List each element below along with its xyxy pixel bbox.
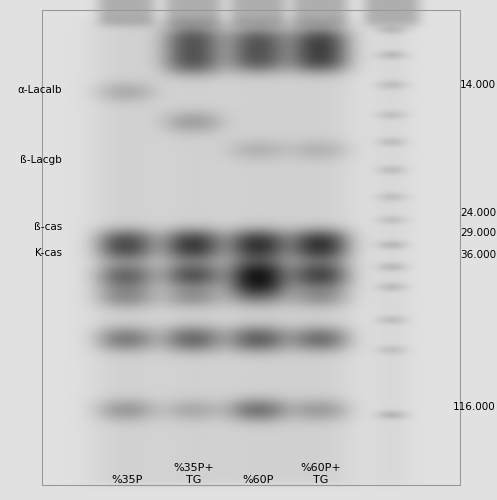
Text: 36.000: 36.000 [460,250,496,260]
Text: K-cas: K-cas [35,248,62,258]
Text: %60P+
TG: %60P+ TG [300,464,341,485]
Text: 29.000: 29.000 [460,228,496,237]
Text: ß-cas: ß-cas [34,222,62,232]
Text: %60P: %60P [243,475,274,485]
Text: 14.000: 14.000 [460,80,496,90]
Text: 116.000: 116.000 [453,402,496,412]
Bar [42,10,460,485]
Text: %35P: %35P [111,475,143,485]
Text: 24.000: 24.000 [460,208,496,218]
Text: α-Lacalb: α-Lacalb [17,85,62,95]
Text: %35P+
TG: %35P+ TG [173,464,214,485]
Text: ß-Lacgb: ß-Lacgb [20,155,62,165]
